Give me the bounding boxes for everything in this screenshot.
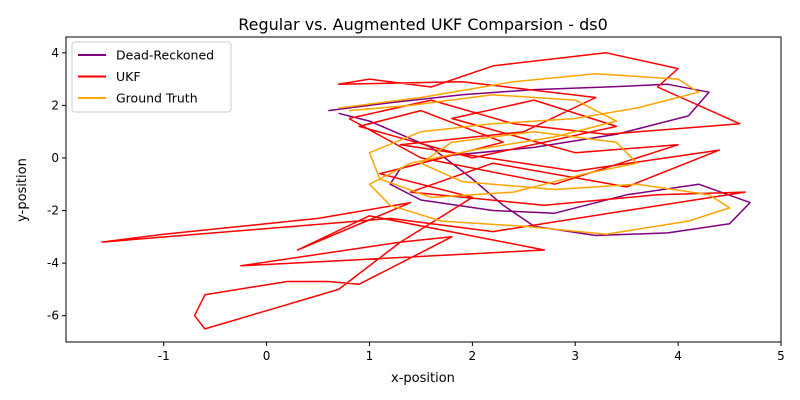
plot-frame — [65, 36, 782, 343]
x-tick-label: 1 — [366, 349, 374, 363]
x-tick-label: 0 — [263, 349, 271, 363]
y-axis: -6 -4 -2 0 2 4 — [47, 46, 66, 323]
legend-label-dead-reckoned: Dead-Reckoned — [116, 48, 214, 63]
legend-label-ground-truth: Ground Truth — [116, 91, 198, 106]
series-layer — [101, 52, 751, 330]
legend-box — [71, 41, 232, 113]
legend-label-ukf: UKF — [116, 69, 141, 84]
x-axis: -1 0 1 2 3 4 5 — [158, 342, 785, 363]
y-tick-label: -4 — [47, 256, 59, 270]
x-tick-label: 2 — [469, 349, 477, 363]
series-line-dead-reckoned — [328, 83, 751, 237]
y-tick-label: 2 — [51, 98, 59, 112]
legend: Dead-Reckoned UKF Ground Truth — [71, 41, 232, 113]
x-tick-label: 4 — [674, 349, 682, 363]
series-line-ground-truth — [338, 73, 731, 235]
chart-title: Regular vs. Augmented UKF Comparsion - d… — [238, 15, 608, 34]
x-tick-label: 3 — [571, 349, 579, 363]
y-tick-label: 0 — [51, 151, 59, 165]
y-tick-label: -2 — [47, 204, 59, 218]
x-tick-label: -1 — [158, 349, 170, 363]
y-axis-label: y-position — [15, 158, 30, 222]
y-tick-label: 4 — [51, 46, 59, 60]
y-tick-label: -6 — [47, 309, 59, 323]
series-line-ukf — [101, 52, 746, 330]
x-axis-label: x-position — [391, 371, 455, 386]
x-tick-label: 5 — [777, 349, 785, 363]
